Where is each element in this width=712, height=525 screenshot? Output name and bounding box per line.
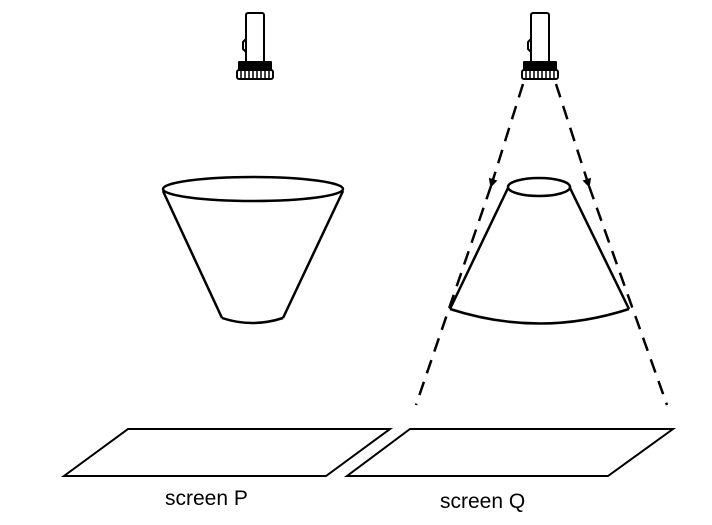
light-ray-right — [554, 83, 669, 406]
frustum-right — [448, 176, 631, 325]
frustum-left — [161, 175, 345, 325]
screen-q-label: screen Q — [440, 490, 526, 513]
screen-q — [343, 428, 677, 477]
flashlight-icon-right — [521, 12, 559, 80]
light-ray-left — [414, 83, 525, 406]
screen-p-label: screen P — [165, 487, 248, 510]
flashlight-icon-left — [236, 12, 274, 80]
screen-p — [60, 428, 394, 477]
